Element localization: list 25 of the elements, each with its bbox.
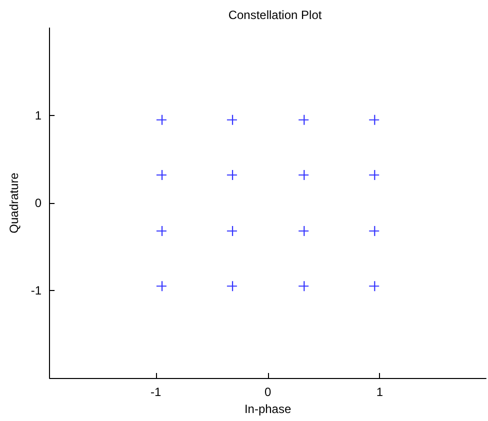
point [156, 226, 166, 236]
point [226, 114, 237, 125]
chart-title: Constellation Plot [228, 8, 322, 22]
point [298, 170, 309, 180]
y-axis-title: Quadrature [7, 172, 21, 234]
point [298, 226, 309, 236]
x-axis-title: In-phase [244, 402, 292, 416]
point [298, 114, 309, 125]
point [226, 170, 237, 180]
point [226, 226, 237, 236]
point [369, 281, 380, 292]
point [156, 281, 166, 292]
point [369, 170, 380, 180]
point [226, 281, 237, 292]
point [156, 170, 166, 180]
point [156, 114, 166, 125]
y-tick-label: -1 [30, 284, 42, 298]
y-tick-label: 0 [34, 196, 42, 210]
point [369, 226, 380, 236]
x-tick-label: 0 [264, 385, 272, 399]
x-tick-label: 1 [376, 385, 384, 399]
point [369, 114, 380, 125]
y-tick-label: 1 [34, 108, 42, 122]
point [298, 281, 309, 292]
x-tick-label: -1 [150, 385, 162, 399]
